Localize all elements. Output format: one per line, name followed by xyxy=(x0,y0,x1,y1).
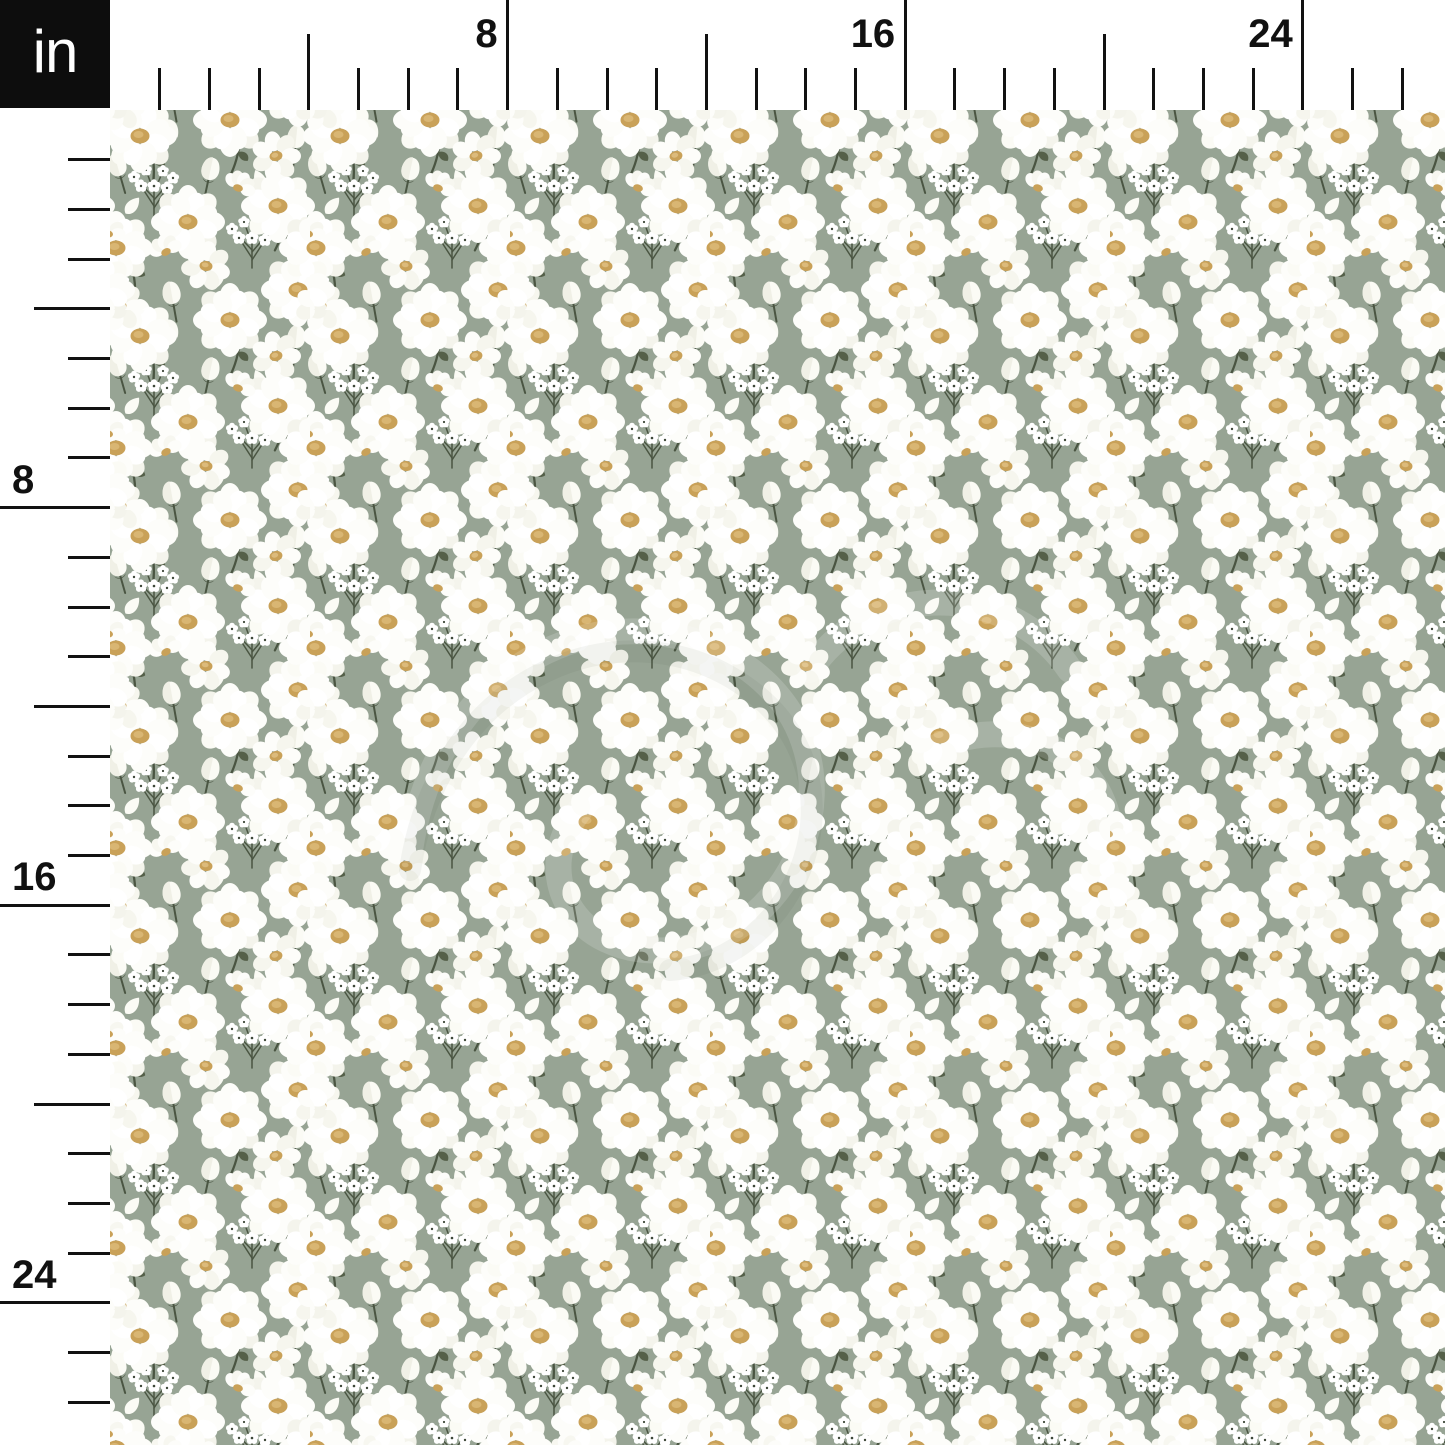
ruler-tick-left-1 xyxy=(68,158,110,162)
ruler-tick-left-4 xyxy=(34,307,110,311)
ruler-tick-left-2 xyxy=(68,207,110,211)
ruler-horizontal: 8 16 24 xyxy=(0,0,1445,110)
ruler-tick-left-14 xyxy=(68,804,110,808)
ruler-tick-top-9 xyxy=(555,68,559,110)
ruler-tick-left-25 xyxy=(68,1351,110,1354)
ruler-tick-left-9 xyxy=(68,555,110,559)
ruler-tick-top-11 xyxy=(655,68,659,110)
ruler-tick-top-26 xyxy=(1400,68,1404,110)
ruler-tick-left-6 xyxy=(68,406,110,410)
ruler-label-left-8: 8 xyxy=(12,457,35,502)
ruler-tick-top-7 xyxy=(456,68,460,110)
ruler-vertical: 8 16 24 xyxy=(0,0,110,1445)
floral-pattern xyxy=(110,110,1445,1445)
ruler-tick-top-16 xyxy=(903,0,907,110)
ruler-tick-left-19 xyxy=(68,1052,110,1056)
ruler-tick-top-3 xyxy=(257,68,261,110)
ruler-label-left-16: 16 xyxy=(12,855,57,900)
ruler-tick-left-5 xyxy=(68,357,110,360)
ruler-tick-left-16 xyxy=(0,903,110,907)
ruler-tick-top-24 xyxy=(1301,0,1305,110)
ruler-tick-left-15 xyxy=(68,854,110,857)
ruler-tick-top-23 xyxy=(1251,68,1255,110)
ruler-tick-top-15 xyxy=(854,68,857,110)
ruler-tick-top-4 xyxy=(307,34,311,110)
ruler-tick-left-8 xyxy=(0,506,110,510)
unit-badge-label: in xyxy=(32,18,79,85)
ruler-tick-top-22 xyxy=(1201,68,1205,110)
ruler-tick-left-11 xyxy=(68,655,110,659)
ruler-tick-top-13 xyxy=(754,68,758,110)
ruler-tick-left-22 xyxy=(68,1201,110,1205)
ruler-tick-top-18 xyxy=(1003,68,1007,110)
ruler-tick-left-3 xyxy=(68,257,110,261)
ruler-label-top-16: 16 xyxy=(850,12,896,56)
ruler-tick-top-17 xyxy=(953,68,957,110)
ruler-tick-left-7 xyxy=(68,456,110,460)
ruler-tick-top-19 xyxy=(1052,68,1056,110)
ruler-tick-left-20 xyxy=(34,1102,110,1106)
ruler-tick-top-2 xyxy=(207,68,211,110)
ruler-tick-left-23 xyxy=(68,1251,110,1255)
ruler-tick-left-12 xyxy=(34,704,110,708)
unit-badge: in xyxy=(0,0,110,108)
ruler-tick-top-20 xyxy=(1102,34,1106,110)
ruler-label-left-24: 24 xyxy=(12,1252,57,1297)
ruler-tick-top-25 xyxy=(1351,68,1354,110)
ruler-tick-top-12 xyxy=(704,34,708,110)
ruler-tick-left-10 xyxy=(68,605,110,609)
ruler-tick-top-8 xyxy=(506,0,510,110)
ruler-tick-left-24 xyxy=(0,1301,110,1305)
ruler-tick-top-10 xyxy=(605,68,609,110)
ruler-tick-left-21 xyxy=(68,1152,110,1156)
ruler-tick-top-6 xyxy=(406,68,410,110)
ruler-tick-top-5 xyxy=(357,68,360,110)
ruler-tick-left-13 xyxy=(68,754,110,758)
ruler-label-top-8: 8 xyxy=(475,12,498,56)
ruler-tick-top-1 xyxy=(158,68,162,110)
ruler-tick-left-26 xyxy=(68,1400,110,1404)
ruler-label-top-24: 24 xyxy=(1248,12,1293,56)
ruler-tick-left-17 xyxy=(68,953,110,957)
ruler-tick-left-18 xyxy=(68,1003,110,1007)
ruler-tick-top-21 xyxy=(1152,68,1156,110)
ruler-tick-top-14 xyxy=(804,68,808,110)
fabric-swatch-image xyxy=(110,110,1445,1445)
